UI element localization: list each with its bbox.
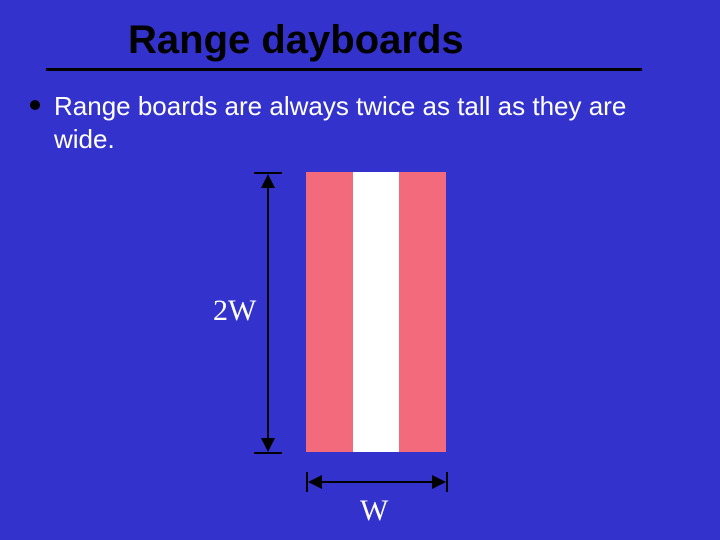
bullet-item: Range boards are always twice as tall as… — [30, 90, 670, 155]
height-dim-line — [267, 182, 269, 442]
width-dim-label: W — [360, 494, 388, 528]
bullet-text: Range boards are always twice as tall as… — [54, 90, 670, 155]
slide-title: Range dayboards — [128, 18, 464, 63]
height-dim-cap-bottom — [254, 452, 282, 454]
height-dim-arrow-bottom — [261, 438, 275, 452]
width-dim-arrow-left — [308, 475, 322, 489]
title-underline — [46, 68, 642, 71]
width-dim-cap-right — [446, 472, 448, 492]
board-stripe-center — [353, 172, 399, 452]
slide: Range dayboards Range boards are always … — [0, 0, 720, 540]
height-dim-arrow-top — [261, 174, 275, 188]
width-dim-line — [316, 481, 436, 483]
bullet-dot-icon — [30, 100, 40, 110]
board-stripe-left — [306, 172, 353, 452]
range-dayboard-rectangle — [306, 172, 446, 452]
height-dim-label: 2W — [213, 294, 256, 328]
width-dim-arrow-right — [432, 475, 446, 489]
board-stripe-right — [399, 172, 446, 452]
